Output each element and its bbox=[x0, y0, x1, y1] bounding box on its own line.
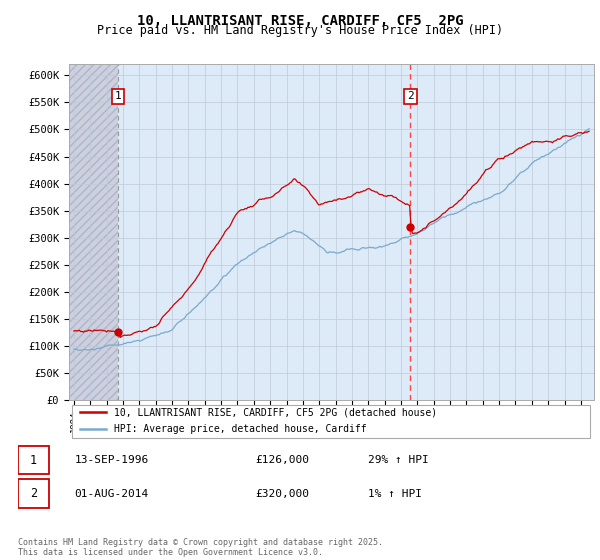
Text: 2: 2 bbox=[29, 487, 37, 500]
Text: 1: 1 bbox=[115, 91, 122, 101]
Text: 10, LLANTRISANT RISE, CARDIFF, CF5  2PG: 10, LLANTRISANT RISE, CARDIFF, CF5 2PG bbox=[137, 14, 463, 28]
Text: £126,000: £126,000 bbox=[255, 455, 309, 465]
Text: Price paid vs. HM Land Registry's House Price Index (HPI): Price paid vs. HM Land Registry's House … bbox=[97, 24, 503, 37]
Text: 01-AUG-2014: 01-AUG-2014 bbox=[74, 489, 149, 498]
Text: 13-SEP-1996: 13-SEP-1996 bbox=[74, 455, 149, 465]
Text: 1% ↑ HPI: 1% ↑ HPI bbox=[368, 489, 422, 498]
Bar bbox=[69, 64, 118, 400]
Text: 2: 2 bbox=[407, 91, 414, 101]
Text: 29% ↑ HPI: 29% ↑ HPI bbox=[368, 455, 428, 465]
Text: Contains HM Land Registry data © Crown copyright and database right 2025.
This d: Contains HM Land Registry data © Crown c… bbox=[18, 538, 383, 557]
FancyBboxPatch shape bbox=[71, 405, 590, 438]
FancyBboxPatch shape bbox=[18, 446, 49, 474]
Text: HPI: Average price, detached house, Cardiff: HPI: Average price, detached house, Card… bbox=[113, 424, 366, 435]
Text: 1: 1 bbox=[29, 454, 37, 466]
FancyBboxPatch shape bbox=[18, 479, 49, 508]
Text: 10, LLANTRISANT RISE, CARDIFF, CF5 2PG (detached house): 10, LLANTRISANT RISE, CARDIFF, CF5 2PG (… bbox=[113, 407, 437, 417]
Text: £320,000: £320,000 bbox=[255, 489, 309, 498]
